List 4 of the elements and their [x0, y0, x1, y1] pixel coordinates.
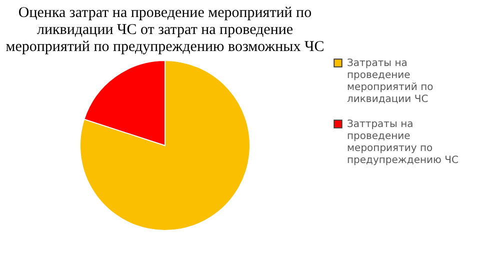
legend-label: Затраты на проведение мероприятий по ликвидации ЧС: [347, 58, 434, 105]
chart-title: Оценка затрат на проведение мероприятий по ликвидации ЧС от затрат на проведение мероприятий по предупреждению возможных ЧС: [6, 5, 324, 55]
legend-label: Заттраты на проведение мероприятиу по предупреждению ЧС: [347, 119, 458, 166]
pie-slice: [80, 60, 250, 231]
